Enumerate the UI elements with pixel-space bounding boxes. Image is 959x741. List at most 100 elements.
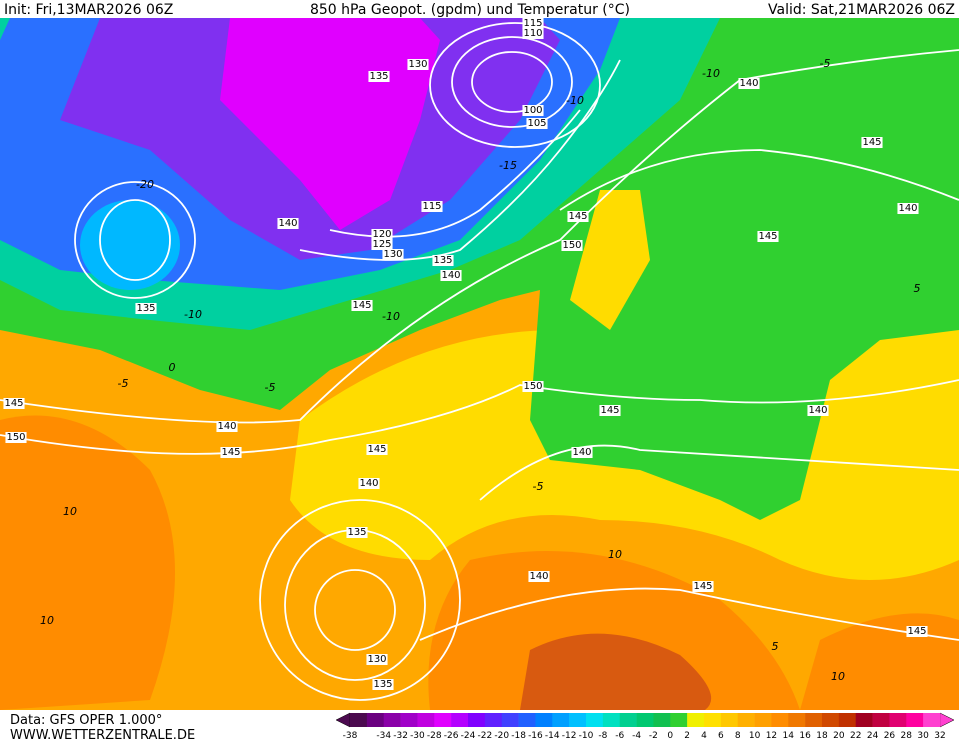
geopotential-label: 140 bbox=[217, 421, 236, 432]
geopotential-label: 145 bbox=[758, 231, 777, 242]
temperature-label: -10 bbox=[702, 67, 720, 80]
color-swatch bbox=[602, 713, 621, 727]
color-bar-label: 28 bbox=[901, 731, 913, 741]
color-swatch bbox=[636, 713, 654, 727]
label-box bbox=[692, 581, 714, 592]
color-swatch bbox=[468, 713, 486, 727]
temperature-label: 10 bbox=[63, 505, 77, 518]
label-box bbox=[368, 71, 390, 82]
geopotential-label: 140 bbox=[808, 405, 827, 416]
color-swatch bbox=[451, 713, 469, 727]
color-bar-label: 32 bbox=[934, 731, 945, 741]
geopotential-label: 100 bbox=[523, 105, 542, 116]
label-box bbox=[216, 421, 238, 432]
color-bar-label: 4 bbox=[701, 731, 707, 741]
label-box bbox=[440, 270, 462, 281]
geopotential-label: 145 bbox=[4, 398, 23, 409]
geopotential-label: 130 bbox=[383, 249, 402, 260]
color-bar-label: 6 bbox=[718, 731, 724, 741]
color-swatch bbox=[923, 713, 941, 727]
contour bbox=[314, 569, 396, 651]
color-swatch bbox=[350, 713, 368, 727]
geopotential-label: 145 bbox=[568, 211, 587, 222]
field-dark-orange bbox=[800, 613, 959, 710]
geopotential-label: 140 bbox=[278, 218, 297, 229]
label-box bbox=[351, 300, 373, 311]
label-box bbox=[807, 405, 829, 416]
label-box bbox=[757, 231, 779, 242]
color-bar-label: 30 bbox=[917, 731, 929, 741]
geopotential-label: 140 bbox=[529, 571, 548, 582]
geopotential-label: 135 bbox=[347, 527, 366, 538]
geopotential-label: 145 bbox=[907, 626, 926, 637]
color-bar-label: -24 bbox=[461, 731, 476, 741]
temperature-label: -10 bbox=[184, 308, 202, 321]
geopotential-label: 150 bbox=[562, 240, 581, 251]
contour bbox=[559, 149, 959, 211]
contour bbox=[0, 49, 959, 424]
geopotential-label: 115 bbox=[422, 201, 441, 212]
label-box bbox=[372, 679, 394, 690]
color-bar-label: 16 bbox=[799, 731, 811, 741]
temperature-label: -5 bbox=[820, 57, 831, 70]
label-box bbox=[522, 381, 544, 392]
color-bar-label: 18 bbox=[816, 731, 828, 741]
init-time: Init: Fri,13MAR2026 06Z bbox=[4, 2, 173, 18]
temperature-label: 10 bbox=[831, 670, 845, 683]
color-swatch bbox=[366, 713, 385, 727]
color-bar-label: -10 bbox=[579, 731, 594, 741]
color-bar-label: -6 bbox=[615, 731, 624, 741]
color-bar-label: -22 bbox=[478, 731, 493, 741]
color-bar-label: 2 bbox=[684, 731, 690, 741]
label-box bbox=[135, 303, 157, 314]
label-box bbox=[371, 239, 393, 250]
temperature-label: -5 bbox=[533, 480, 544, 493]
label-box bbox=[571, 447, 593, 458]
color-bar-label: 8 bbox=[735, 731, 741, 741]
color-bar-label: -32 bbox=[393, 731, 408, 741]
geopotential-label: 145 bbox=[367, 444, 386, 455]
geopotential-label: 140 bbox=[441, 270, 460, 281]
contour bbox=[451, 36, 573, 128]
color-bar-label: -12 bbox=[562, 731, 577, 741]
geopotential-label: 145 bbox=[352, 300, 371, 311]
color-bar-label: 10 bbox=[749, 731, 761, 741]
color-swatch bbox=[518, 713, 536, 727]
geopotential-label: 125 bbox=[372, 239, 391, 250]
label-box bbox=[432, 255, 454, 266]
geopotential-label: 140 bbox=[898, 203, 917, 214]
site: WWW.WETTERZENTRALE.DE bbox=[10, 728, 195, 741]
contour bbox=[479, 444, 959, 501]
geopotential-label: 120 bbox=[372, 229, 391, 240]
label-box bbox=[599, 405, 621, 416]
label-box bbox=[526, 118, 548, 129]
color-swatch bbox=[889, 713, 907, 727]
contour bbox=[99, 199, 171, 281]
contour bbox=[74, 181, 196, 299]
color-bar-label: -8 bbox=[598, 731, 607, 741]
geopotential-label: 150 bbox=[6, 432, 25, 443]
geopotential-label: 110 bbox=[523, 28, 542, 39]
geopotential-contours bbox=[0, 22, 959, 701]
geopotential-label: 140 bbox=[739, 78, 758, 89]
color-swatch bbox=[569, 713, 587, 727]
color-swatch bbox=[805, 713, 823, 727]
label-box bbox=[5, 432, 27, 443]
geopotential-label: 130 bbox=[367, 654, 386, 665]
label-box bbox=[421, 201, 443, 212]
contour bbox=[419, 587, 959, 641]
label-box bbox=[567, 211, 589, 222]
geopotential-label: 145 bbox=[693, 581, 712, 592]
color-swatch bbox=[822, 713, 840, 727]
label-box bbox=[861, 137, 883, 148]
geopotential-label: 135 bbox=[373, 679, 392, 690]
temperature-label: -5 bbox=[118, 377, 129, 390]
color-bar-label: 20 bbox=[833, 731, 845, 741]
color-swatch bbox=[670, 713, 688, 727]
label-box bbox=[371, 229, 393, 240]
label-box bbox=[407, 59, 429, 70]
color-swatch bbox=[687, 713, 705, 727]
color-bar-label: 14 bbox=[783, 731, 795, 741]
color-bar-label: 0 bbox=[667, 731, 673, 741]
color-bar-label: -26 bbox=[444, 731, 459, 741]
